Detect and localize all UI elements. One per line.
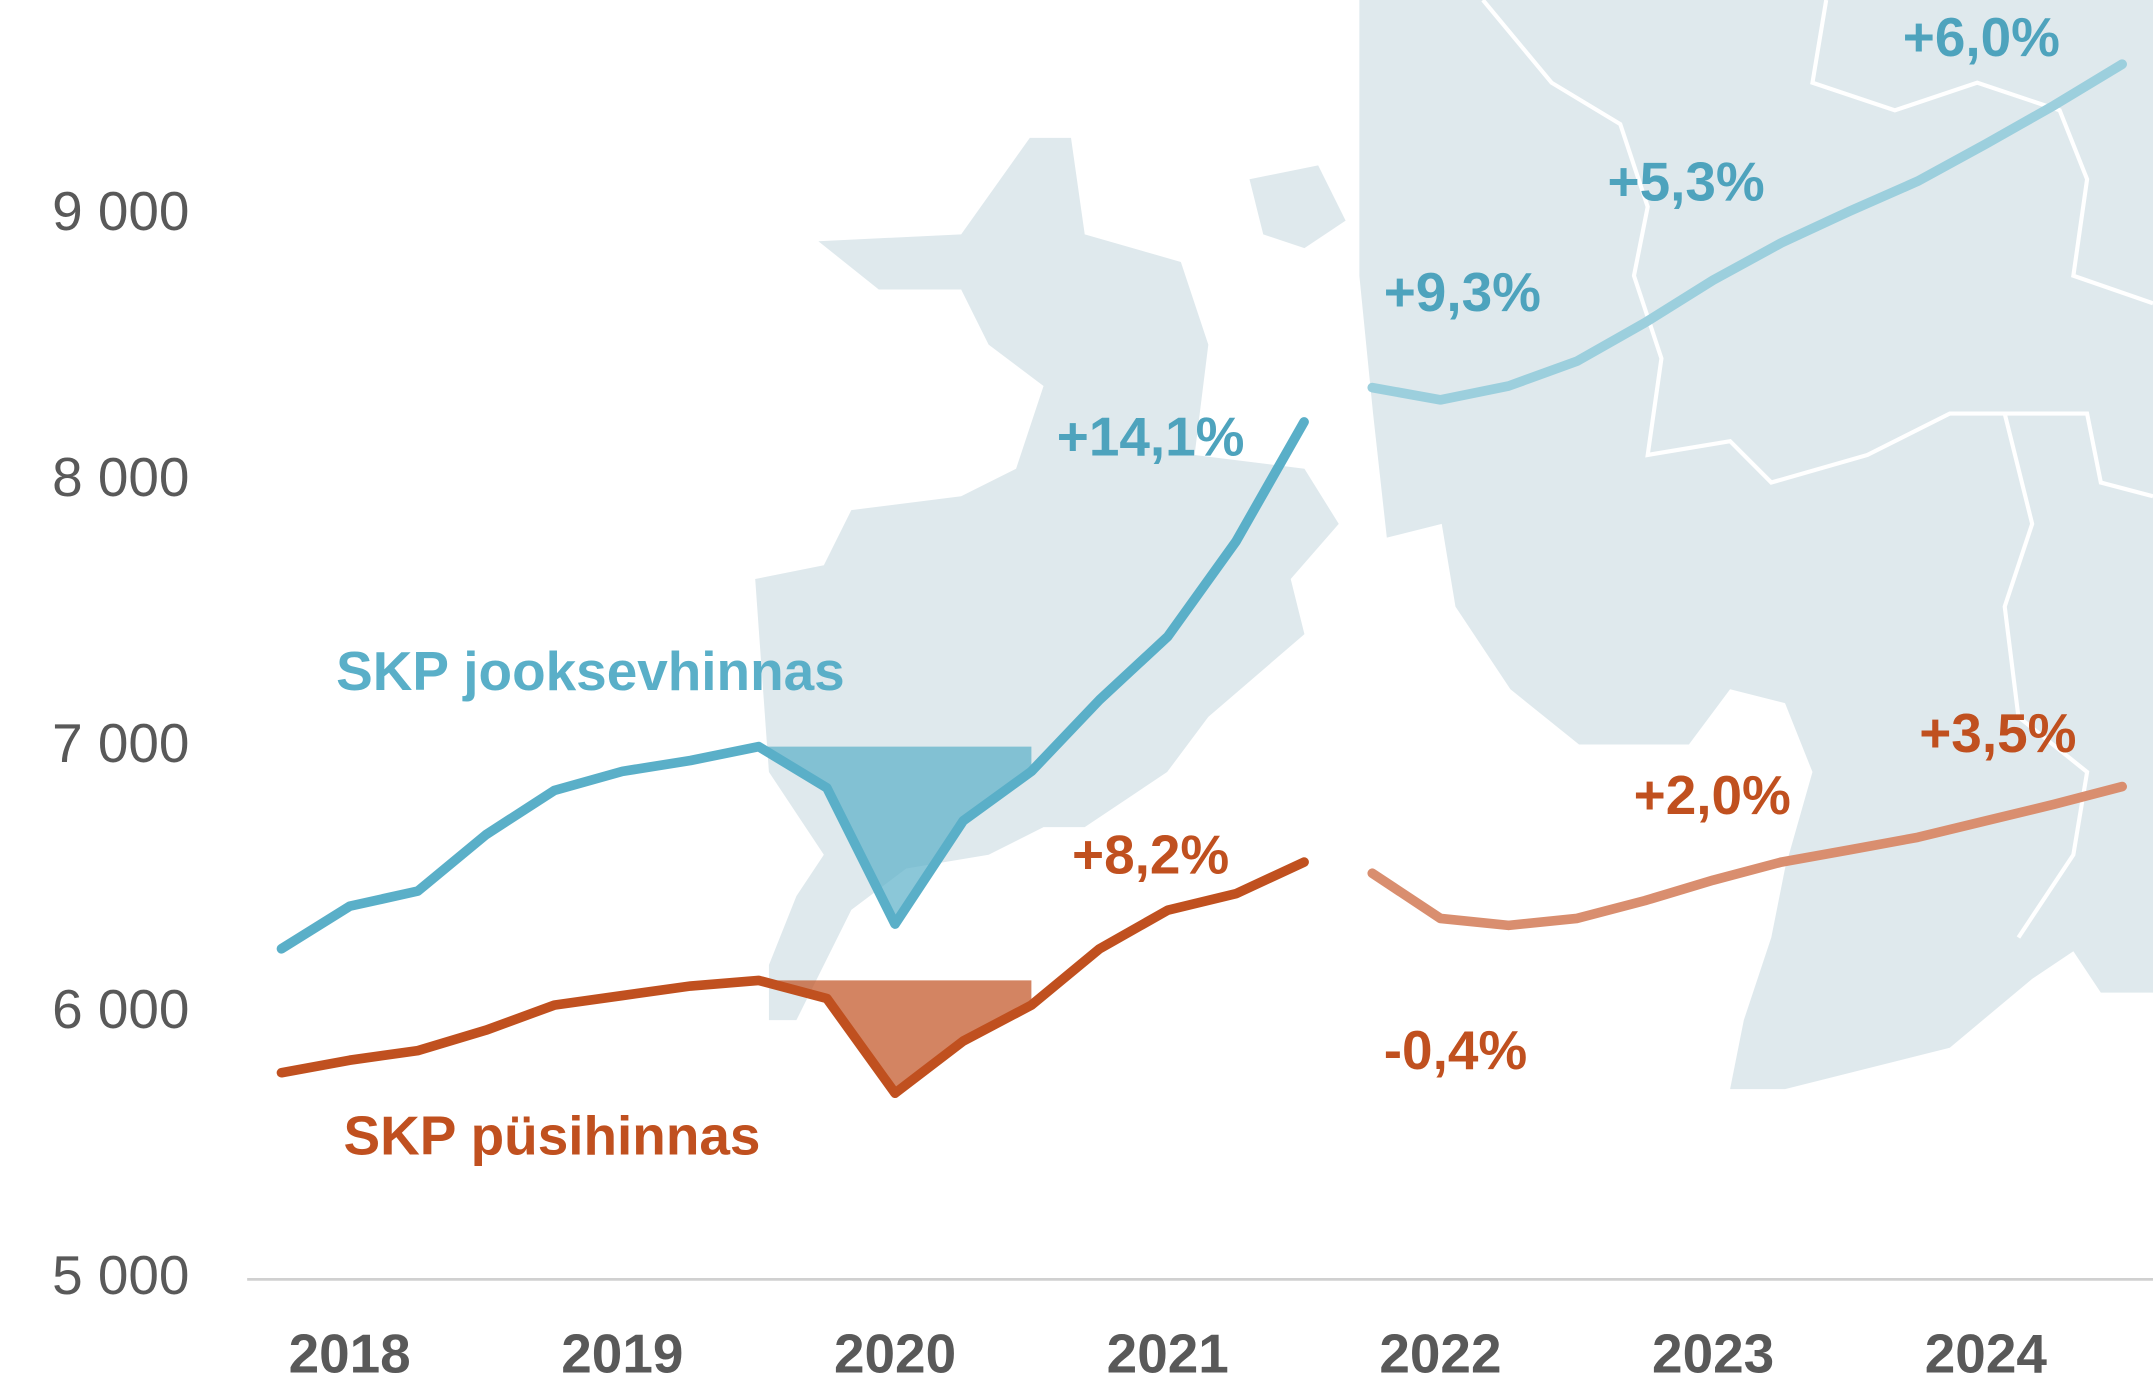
y-tick-label: 9 000 [52,180,189,242]
x-tick-label: 2020 [834,1322,956,1380]
series-label: SKP jooksevhinnas [336,640,845,702]
history-line [276,857,1309,1099]
y-tick-label: 7 000 [52,712,189,774]
x-tick-label: 2018 [289,1322,411,1380]
growth-annotation: +8,2% [1072,823,1229,885]
growth-annotation: +5,3% [1608,151,1765,213]
x-tick-label: 2019 [561,1322,683,1380]
x-tick-label: 2021 [1107,1322,1229,1380]
x-tick-label: 2023 [1652,1322,1774,1380]
map-borders [1481,0,2153,939]
forecast-line [1367,781,2127,931]
y-tick-label: 5 000 [52,1244,189,1306]
history-line [276,417,1309,954]
forecast-line [1367,59,2127,405]
y-tick-label: 6 000 [52,978,189,1040]
growth-annotation: +2,0% [1634,764,1791,826]
dip-area [758,746,1032,925]
growth-annotation: +14,1% [1057,406,1245,468]
growth-annotation: +9,3% [1384,261,1541,323]
growth-annotation: +6,0% [1903,6,2060,68]
series-label: SKP püsihinnas [343,1105,760,1167]
x-tick-label: 2022 [1379,1322,1501,1380]
growth-annotation: -0,4% [1384,1019,1527,1081]
y-tick-label: 8 000 [52,446,189,508]
x-tick-label: 2024 [1925,1322,2048,1380]
dip-area [758,980,1032,1094]
growth-annotation: +3,5% [1919,702,2076,764]
